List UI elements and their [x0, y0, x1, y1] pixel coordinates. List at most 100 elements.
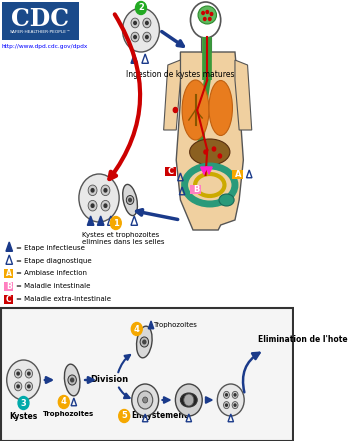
- Circle shape: [104, 189, 107, 192]
- Circle shape: [146, 35, 148, 38]
- Text: Division: Division: [90, 375, 128, 385]
- Text: = Maladie intestinale: = Maladie intestinale: [16, 283, 90, 289]
- Circle shape: [210, 12, 213, 15]
- Circle shape: [131, 18, 139, 28]
- Circle shape: [88, 200, 97, 211]
- Ellipse shape: [123, 184, 138, 216]
- Circle shape: [28, 385, 30, 388]
- Circle shape: [25, 369, 33, 378]
- Text: 5: 5: [121, 411, 127, 421]
- FancyBboxPatch shape: [4, 282, 13, 291]
- Circle shape: [203, 18, 206, 20]
- Circle shape: [126, 195, 134, 205]
- Text: 3: 3: [21, 399, 26, 407]
- Circle shape: [224, 391, 229, 398]
- FancyBboxPatch shape: [4, 269, 13, 278]
- Circle shape: [184, 394, 194, 406]
- Circle shape: [91, 204, 94, 207]
- Circle shape: [224, 402, 229, 409]
- Circle shape: [14, 369, 22, 378]
- FancyBboxPatch shape: [165, 167, 176, 176]
- Circle shape: [28, 372, 30, 375]
- FancyBboxPatch shape: [232, 170, 243, 179]
- Polygon shape: [148, 321, 154, 329]
- Text: = Etape infectieuse: = Etape infectieuse: [16, 245, 85, 251]
- Circle shape: [131, 322, 142, 336]
- Text: C: C: [6, 295, 12, 304]
- Circle shape: [212, 147, 216, 151]
- Text: Elimination de l'hote: Elimination de l'hote: [258, 336, 347, 344]
- Circle shape: [79, 174, 119, 222]
- Circle shape: [104, 204, 107, 207]
- Ellipse shape: [64, 364, 80, 396]
- Circle shape: [140, 337, 148, 347]
- Text: 1: 1: [113, 218, 119, 228]
- Circle shape: [68, 375, 76, 385]
- Circle shape: [91, 189, 94, 192]
- Polygon shape: [201, 37, 211, 52]
- Text: = Ambiase infection: = Ambiase infection: [16, 270, 87, 276]
- Circle shape: [218, 154, 222, 158]
- Circle shape: [132, 384, 159, 416]
- Circle shape: [175, 384, 202, 416]
- Polygon shape: [176, 52, 243, 230]
- Ellipse shape: [136, 326, 152, 358]
- Text: SAFER·HEALTHIER·PEOPLE™: SAFER·HEALTHIER·PEOPLE™: [9, 30, 71, 34]
- Ellipse shape: [209, 81, 232, 135]
- Text: C: C: [168, 167, 174, 176]
- Circle shape: [71, 378, 74, 382]
- Circle shape: [119, 410, 130, 422]
- Circle shape: [209, 18, 211, 20]
- Polygon shape: [88, 216, 94, 225]
- Text: 2: 2: [138, 4, 144, 12]
- Ellipse shape: [190, 139, 230, 165]
- Text: B: B: [6, 282, 12, 291]
- Text: CDC: CDC: [11, 7, 69, 31]
- Text: B: B: [193, 185, 199, 194]
- Circle shape: [17, 372, 19, 375]
- Text: = Maladie extra-intestinale: = Maladie extra-intestinale: [16, 296, 111, 302]
- Circle shape: [234, 404, 236, 406]
- Text: http://www.dpd.cdc.gov/dpdx: http://www.dpd.cdc.gov/dpdx: [2, 44, 88, 49]
- Text: 4: 4: [134, 325, 140, 333]
- Circle shape: [110, 217, 121, 229]
- Circle shape: [143, 397, 148, 403]
- Circle shape: [232, 402, 238, 409]
- Text: A: A: [6, 269, 12, 278]
- Circle shape: [88, 185, 97, 196]
- FancyBboxPatch shape: [4, 295, 13, 304]
- Text: Kystes et trophozoites
elimines dans les selles: Kystes et trophozoites elimines dans les…: [82, 232, 165, 245]
- Circle shape: [225, 394, 228, 396]
- Circle shape: [18, 396, 29, 410]
- Circle shape: [101, 185, 110, 196]
- Ellipse shape: [198, 6, 217, 24]
- Circle shape: [234, 394, 236, 396]
- Circle shape: [143, 340, 146, 344]
- Ellipse shape: [180, 393, 197, 407]
- Circle shape: [232, 391, 238, 398]
- Circle shape: [58, 396, 69, 408]
- Circle shape: [202, 11, 204, 15]
- Circle shape: [138, 391, 153, 409]
- Circle shape: [225, 404, 228, 406]
- Text: Trophozoites: Trophozoites: [153, 322, 197, 328]
- Circle shape: [134, 35, 136, 38]
- Text: Trophozoites: Trophozoites: [43, 411, 94, 417]
- Circle shape: [143, 32, 151, 42]
- Circle shape: [143, 18, 151, 28]
- Circle shape: [173, 108, 177, 112]
- Circle shape: [146, 22, 148, 25]
- Text: = Etape diagnostique: = Etape diagnostique: [16, 258, 92, 264]
- Circle shape: [129, 198, 131, 202]
- Polygon shape: [6, 242, 13, 251]
- Circle shape: [25, 382, 33, 391]
- FancyBboxPatch shape: [2, 2, 79, 40]
- Text: A: A: [234, 170, 241, 179]
- Polygon shape: [131, 54, 138, 64]
- Polygon shape: [97, 216, 104, 225]
- Text: 4: 4: [61, 397, 67, 407]
- Circle shape: [101, 200, 110, 211]
- Ellipse shape: [219, 194, 234, 206]
- Circle shape: [217, 384, 244, 416]
- Circle shape: [135, 1, 146, 15]
